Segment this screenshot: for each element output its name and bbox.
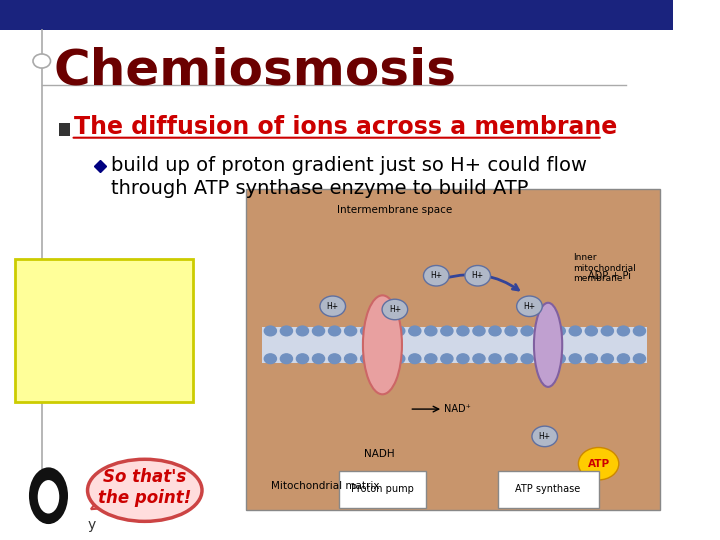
- Text: links the Electron
Transport Chain
to ATP synthesis: links the Electron Transport Chain to AT…: [22, 305, 186, 373]
- Circle shape: [473, 326, 485, 336]
- Circle shape: [33, 54, 50, 68]
- Text: So that's
the point!: So that's the point!: [98, 468, 192, 507]
- Circle shape: [521, 326, 534, 336]
- Circle shape: [473, 354, 485, 363]
- Circle shape: [328, 326, 341, 336]
- Text: Intermembrane space: Intermembrane space: [337, 205, 452, 215]
- Text: Mitochondrial matrix: Mitochondrial matrix: [271, 481, 379, 491]
- Circle shape: [320, 296, 346, 316]
- Circle shape: [280, 326, 292, 336]
- Circle shape: [409, 354, 421, 363]
- Circle shape: [377, 354, 389, 363]
- Ellipse shape: [88, 459, 202, 522]
- Circle shape: [585, 326, 598, 336]
- Text: Proton pump: Proton pump: [351, 484, 414, 494]
- Ellipse shape: [534, 303, 562, 387]
- Circle shape: [465, 266, 490, 286]
- Text: H+: H+: [389, 305, 401, 314]
- Circle shape: [345, 354, 356, 363]
- Circle shape: [280, 354, 292, 363]
- Circle shape: [392, 326, 405, 336]
- Circle shape: [617, 326, 629, 336]
- Circle shape: [570, 326, 581, 336]
- Circle shape: [409, 326, 421, 336]
- Circle shape: [441, 326, 453, 336]
- Circle shape: [489, 354, 501, 363]
- Circle shape: [297, 354, 309, 363]
- Text: NAD⁺: NAD⁺: [444, 404, 472, 414]
- Text: H+: H+: [523, 302, 536, 311]
- Circle shape: [505, 354, 517, 363]
- Circle shape: [377, 326, 389, 336]
- Text: ATP synthase: ATP synthase: [516, 484, 581, 494]
- Text: ADP + Pi: ADP + Pi: [588, 271, 631, 281]
- Circle shape: [634, 326, 646, 336]
- Circle shape: [537, 354, 549, 363]
- Circle shape: [601, 326, 613, 336]
- Ellipse shape: [363, 295, 402, 394]
- Text: ATP: ATP: [588, 458, 610, 469]
- Polygon shape: [91, 496, 111, 509]
- Text: H+: H+: [472, 271, 484, 280]
- Circle shape: [634, 354, 646, 363]
- Text: through ATP synthase enzyme to build ATP: through ATP synthase enzyme to build ATP: [111, 179, 528, 199]
- Circle shape: [264, 354, 276, 363]
- Circle shape: [521, 354, 534, 363]
- Circle shape: [425, 326, 437, 336]
- Circle shape: [532, 426, 557, 447]
- Circle shape: [457, 326, 469, 336]
- Circle shape: [297, 326, 309, 336]
- Text: Chemiosmosis: Chemiosmosis: [54, 46, 457, 94]
- Circle shape: [423, 266, 449, 286]
- Circle shape: [425, 354, 437, 363]
- Circle shape: [382, 299, 408, 320]
- FancyBboxPatch shape: [262, 327, 647, 362]
- Circle shape: [361, 354, 373, 363]
- Text: H+: H+: [327, 302, 339, 311]
- FancyBboxPatch shape: [338, 471, 426, 508]
- Circle shape: [328, 354, 341, 363]
- Circle shape: [505, 326, 517, 336]
- Text: NADH: NADH: [364, 449, 395, 459]
- Text: The diffusion of ions across a membrane: The diffusion of ions across a membrane: [74, 115, 617, 139]
- FancyBboxPatch shape: [246, 189, 660, 510]
- Circle shape: [264, 326, 276, 336]
- Circle shape: [578, 448, 618, 480]
- Circle shape: [392, 354, 405, 363]
- Circle shape: [457, 354, 469, 363]
- Text: H+: H+: [431, 271, 442, 280]
- FancyBboxPatch shape: [59, 123, 70, 136]
- Circle shape: [489, 326, 501, 336]
- FancyBboxPatch shape: [15, 259, 193, 402]
- Circle shape: [537, 326, 549, 336]
- Circle shape: [517, 296, 542, 316]
- Text: Inner
mitochondrial
membrane: Inner mitochondrial membrane: [573, 253, 636, 283]
- Circle shape: [345, 326, 356, 336]
- Circle shape: [441, 354, 453, 363]
- Circle shape: [312, 326, 325, 336]
- Ellipse shape: [37, 480, 59, 514]
- FancyBboxPatch shape: [0, 0, 673, 30]
- Circle shape: [601, 354, 613, 363]
- Circle shape: [553, 354, 565, 363]
- Text: H+: H+: [539, 432, 551, 441]
- Circle shape: [617, 354, 629, 363]
- FancyBboxPatch shape: [498, 471, 598, 508]
- Circle shape: [553, 326, 565, 336]
- Text: y: y: [88, 518, 96, 532]
- Ellipse shape: [29, 467, 68, 524]
- Circle shape: [570, 354, 581, 363]
- Circle shape: [361, 326, 373, 336]
- Circle shape: [585, 354, 598, 363]
- Text: Chemiosmosis: Chemiosmosis: [32, 282, 176, 300]
- Circle shape: [312, 354, 325, 363]
- Text: build up of proton gradient just so H+ could flow: build up of proton gradient just so H+ c…: [111, 156, 587, 176]
